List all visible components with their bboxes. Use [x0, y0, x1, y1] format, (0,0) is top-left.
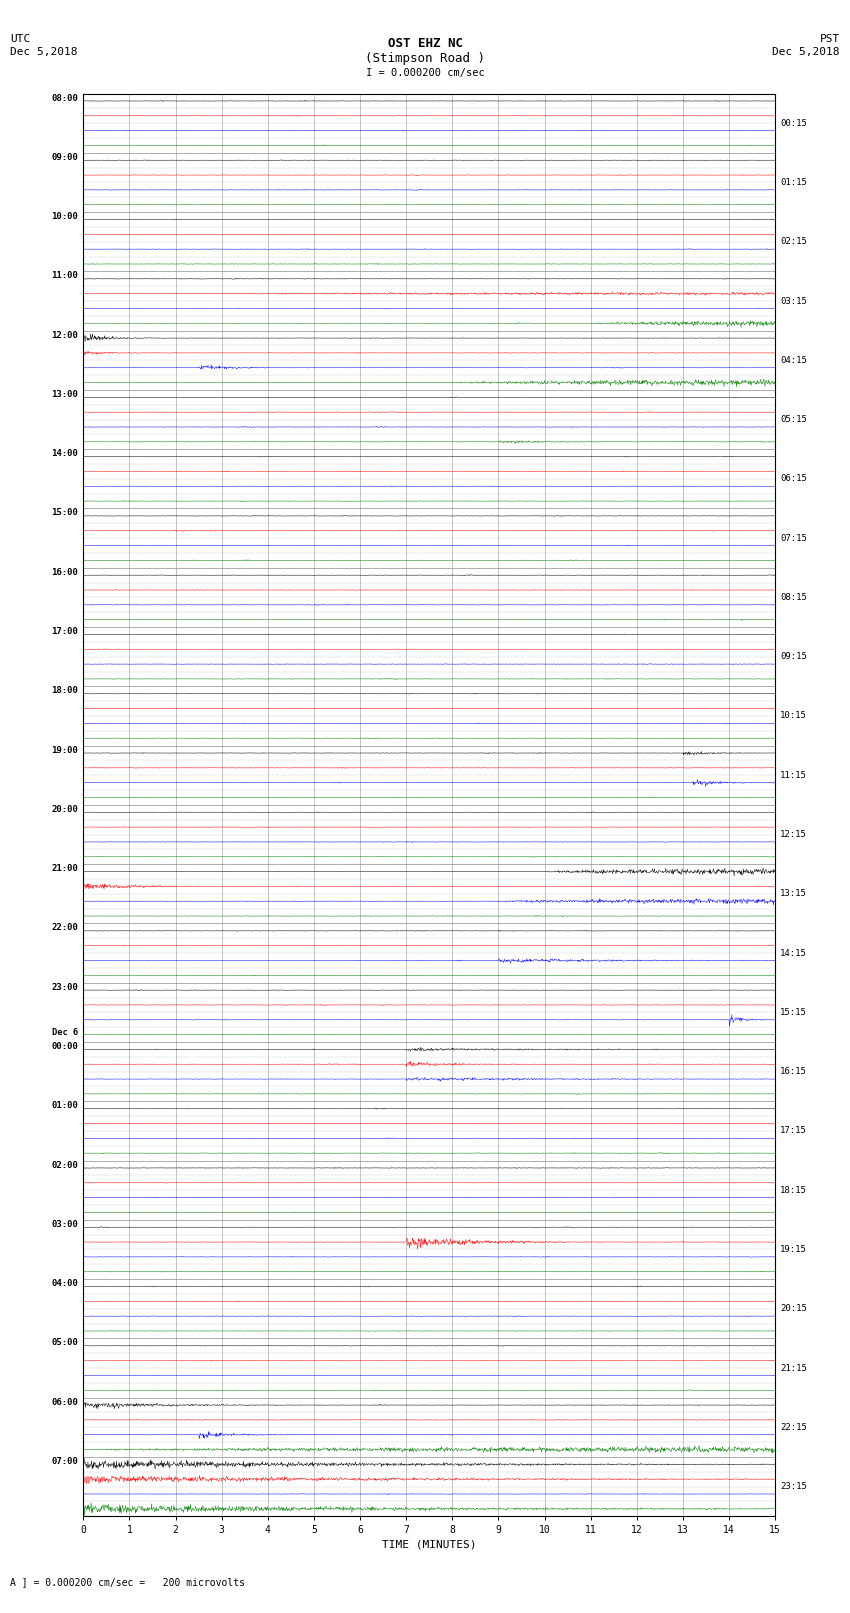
- Text: 01:00: 01:00: [51, 1102, 78, 1110]
- Text: A ] = 0.000200 cm/sec =   200 microvolts: A ] = 0.000200 cm/sec = 200 microvolts: [10, 1578, 245, 1587]
- Text: 14:15: 14:15: [780, 948, 808, 958]
- Text: 22:15: 22:15: [780, 1423, 808, 1432]
- Text: 15:15: 15:15: [780, 1008, 808, 1016]
- Text: 02:00: 02:00: [51, 1161, 78, 1169]
- Text: 18:15: 18:15: [780, 1186, 808, 1195]
- Text: (Stimpson Road ): (Stimpson Road ): [365, 52, 485, 65]
- Text: 05:00: 05:00: [51, 1339, 78, 1347]
- Text: 16:00: 16:00: [51, 568, 78, 577]
- Text: 09:00: 09:00: [51, 153, 78, 161]
- Text: 22:00: 22:00: [51, 923, 78, 932]
- Text: 18:00: 18:00: [51, 687, 78, 695]
- Text: 12:15: 12:15: [780, 831, 808, 839]
- Text: 15:00: 15:00: [51, 508, 78, 518]
- X-axis label: TIME (MINUTES): TIME (MINUTES): [382, 1539, 477, 1550]
- Text: 23:00: 23:00: [51, 982, 78, 992]
- Text: 17:15: 17:15: [780, 1126, 808, 1136]
- Text: 08:00: 08:00: [51, 94, 78, 103]
- Text: UTC: UTC: [10, 34, 31, 44]
- Text: 00:00: 00:00: [51, 1042, 78, 1052]
- Text: 06:15: 06:15: [780, 474, 808, 484]
- Text: Dec 5,2018: Dec 5,2018: [773, 47, 840, 56]
- Text: 17:00: 17:00: [51, 627, 78, 636]
- Text: 04:00: 04:00: [51, 1279, 78, 1289]
- Text: Dec 6: Dec 6: [52, 1027, 78, 1037]
- Text: 19:15: 19:15: [780, 1245, 808, 1253]
- Text: 03:00: 03:00: [51, 1219, 78, 1229]
- Text: 13:00: 13:00: [51, 390, 78, 398]
- Text: 21:00: 21:00: [51, 865, 78, 873]
- Text: 07:15: 07:15: [780, 534, 808, 542]
- Text: 13:15: 13:15: [780, 889, 808, 898]
- Text: 20:00: 20:00: [51, 805, 78, 815]
- Text: 11:00: 11:00: [51, 271, 78, 281]
- Text: 04:15: 04:15: [780, 356, 808, 365]
- Text: 19:00: 19:00: [51, 745, 78, 755]
- Text: 03:15: 03:15: [780, 297, 808, 305]
- Text: 02:15: 02:15: [780, 237, 808, 247]
- Text: 16:15: 16:15: [780, 1068, 808, 1076]
- Text: PST: PST: [819, 34, 840, 44]
- Text: 01:15: 01:15: [780, 177, 808, 187]
- Text: I = 0.000200 cm/sec: I = 0.000200 cm/sec: [366, 68, 484, 77]
- Text: 12:00: 12:00: [51, 331, 78, 340]
- Text: 11:15: 11:15: [780, 771, 808, 779]
- Text: 07:00: 07:00: [51, 1457, 78, 1466]
- Text: 20:15: 20:15: [780, 1305, 808, 1313]
- Text: 05:15: 05:15: [780, 415, 808, 424]
- Text: 00:15: 00:15: [780, 119, 808, 127]
- Text: 14:00: 14:00: [51, 448, 78, 458]
- Text: 10:15: 10:15: [780, 711, 808, 721]
- Text: 21:15: 21:15: [780, 1363, 808, 1373]
- Text: 08:15: 08:15: [780, 594, 808, 602]
- Text: 06:00: 06:00: [51, 1397, 78, 1407]
- Text: 10:00: 10:00: [51, 213, 78, 221]
- Text: 23:15: 23:15: [780, 1482, 808, 1490]
- Text: OST EHZ NC: OST EHZ NC: [388, 37, 462, 50]
- Text: 09:15: 09:15: [780, 652, 808, 661]
- Text: Dec 5,2018: Dec 5,2018: [10, 47, 77, 56]
